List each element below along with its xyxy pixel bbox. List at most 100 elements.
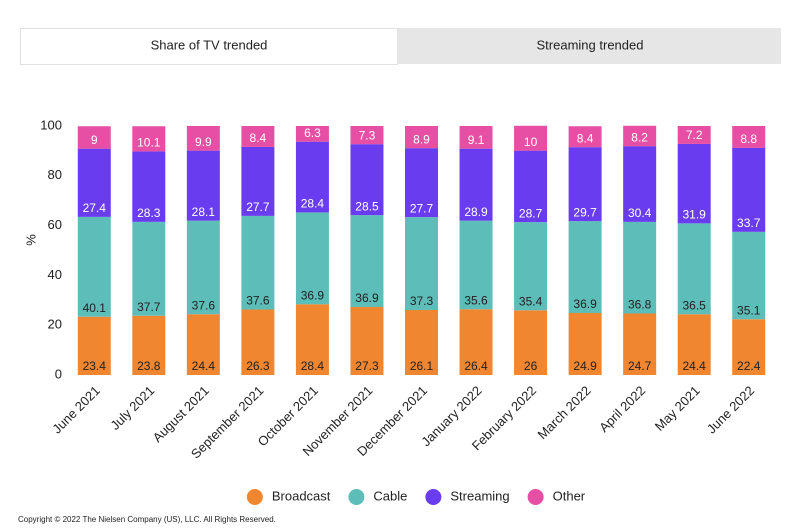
bar-segment [514, 150, 548, 223]
bar-segment [132, 315, 166, 375]
bar-segment [350, 215, 384, 308]
bar-segment [514, 222, 548, 311]
bar-segment [677, 223, 711, 315]
bar-segment [677, 126, 711, 144]
legend-label: Cable [373, 488, 407, 503]
data-label: 37.6 [192, 298, 216, 312]
data-label: 36.9 [355, 291, 379, 305]
bar-segment [405, 148, 438, 218]
data-label: 8.8 [740, 132, 757, 146]
data-label: 7.2 [686, 128, 703, 142]
data-label: 35.4 [519, 294, 543, 308]
bar-segment [568, 147, 602, 222]
data-label: 35.1 [737, 303, 761, 317]
bar-segment [732, 126, 766, 148]
data-label: 33.7 [737, 216, 761, 230]
y-tick-label: 20 [48, 317, 62, 332]
data-label: 9 [91, 133, 98, 147]
bar-segment [405, 126, 438, 149]
data-label: 8.2 [631, 130, 648, 144]
bar-segment [405, 310, 438, 375]
data-label: 28.4 [301, 359, 325, 373]
data-label: 26 [524, 359, 538, 373]
data-label: 24.4 [683, 359, 707, 373]
bar-segment [241, 309, 275, 375]
x-tick-label: April 2022 [596, 383, 648, 435]
data-label: 29.7 [573, 205, 597, 219]
data-label: 36.9 [573, 297, 597, 311]
bar-segment [295, 304, 329, 375]
data-label: 36.8 [628, 298, 652, 312]
data-label: 26.1 [410, 359, 434, 373]
x-tick-label: July 2021 [107, 383, 157, 433]
data-label: 7.3 [359, 128, 376, 142]
bar-segment [732, 319, 766, 375]
bar-segment [132, 221, 166, 316]
x-tick-label: March 2022 [535, 383, 594, 442]
x-tick-label: May 2021 [652, 383, 703, 434]
y-tick-label: 80 [48, 167, 62, 182]
data-label: 28.4 [301, 197, 325, 211]
legend-label: Streaming [450, 488, 509, 503]
data-label: 28.9 [464, 205, 488, 219]
data-label: 28.7 [519, 206, 543, 220]
bar-segment [77, 216, 111, 317]
bar-segment [132, 151, 166, 222]
bar-segment [623, 146, 657, 222]
legend-label: Other [553, 488, 586, 503]
bar-segment [568, 312, 602, 375]
data-label: 10 [524, 135, 538, 149]
bar-segment [677, 143, 711, 224]
bar-segment [295, 126, 329, 142]
bar-segment [568, 126, 602, 148]
bar-segment [459, 220, 493, 310]
data-label: 24.4 [192, 359, 216, 373]
bar-segment [295, 141, 329, 213]
bar-segment [77, 316, 111, 375]
data-label: 9.9 [195, 135, 212, 149]
bar-segment [405, 217, 438, 311]
bar-segment [132, 126, 166, 152]
bar-segment [677, 314, 711, 375]
data-label: 28.5 [355, 199, 379, 213]
bar-segment [732, 147, 766, 232]
legend-swatch [246, 489, 263, 505]
bar-segment [623, 221, 657, 314]
y-tick-label: 100 [40, 117, 62, 132]
data-label: 30.4 [628, 206, 652, 220]
bar-segment [514, 310, 548, 375]
data-label: 26.4 [464, 359, 488, 373]
bar-segment [241, 126, 275, 147]
tab-label[interactable]: Streaming trended [537, 37, 644, 52]
bar-segment [186, 126, 220, 151]
data-label: 28.1 [192, 205, 216, 219]
bar-segment [77, 126, 111, 149]
bar-segment [568, 221, 602, 313]
data-label: 24.7 [628, 359, 652, 373]
bar-segment [186, 150, 220, 221]
data-label: 28.3 [137, 206, 161, 220]
bar-segment [350, 307, 384, 375]
data-label: 6.3 [304, 126, 321, 140]
y-tick-label: 60 [48, 217, 62, 232]
bar-segment [623, 313, 657, 375]
tab-active[interactable] [20, 28, 398, 65]
data-label: 31.9 [683, 208, 707, 222]
y-axis-label: % [23, 234, 38, 246]
data-label: 27.4 [83, 201, 107, 215]
data-label: 8.4 [577, 131, 594, 145]
legend-label: Broadcast [272, 488, 331, 503]
bar-segment [623, 125, 657, 147]
data-label: 24.9 [573, 359, 597, 373]
bar-segment [77, 148, 111, 217]
tab-label[interactable]: Share of TV trended [151, 37, 268, 52]
bar-segment [459, 126, 493, 149]
bar-segment [186, 314, 220, 375]
legend-swatch [425, 489, 442, 505]
bar-segment [350, 126, 384, 145]
data-label: 23.8 [137, 359, 161, 373]
data-label: 37.7 [137, 300, 161, 314]
legend-swatch [527, 489, 544, 505]
bar-segment [732, 231, 766, 320]
